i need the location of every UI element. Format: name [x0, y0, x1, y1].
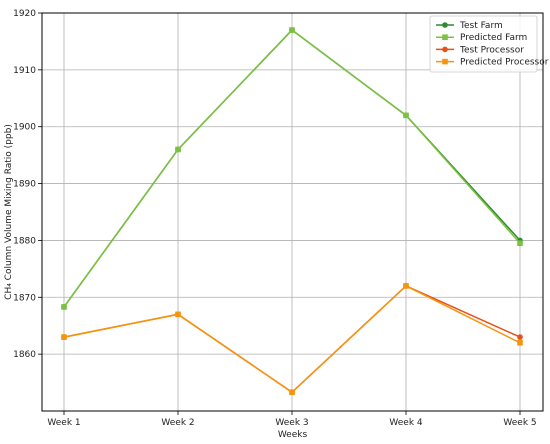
legend-label: Predicted Farm — [460, 33, 527, 43]
x-tick-label: Week 1 — [47, 418, 80, 428]
legend-label: Predicted Processor — [460, 58, 549, 68]
legend-swatch-marker — [442, 22, 448, 28]
series-predicted-processor — [61, 283, 523, 396]
data-point — [289, 389, 295, 396]
legend-box — [429, 15, 538, 73]
legend-label: Test Processor — [459, 45, 524, 55]
y-tick-label: 1900 — [13, 123, 36, 133]
y-tick-label: 1920 — [13, 9, 36, 19]
y-tick-label: 1910 — [13, 66, 36, 76]
legend-item: Predicted Processor — [436, 58, 549, 68]
data-point — [403, 112, 409, 119]
legend-swatch-marker — [442, 34, 448, 40]
x-tick-label: Week 3 — [275, 418, 308, 428]
grid — [42, 12, 543, 411]
x-axis-title: Weeks — [278, 430, 308, 440]
x-axis: Week 1 Week 2 Week 3 Week 4 Week 5 — [47, 411, 537, 428]
y-tick-label: 1870 — [13, 293, 36, 303]
x-tick-label: Week 2 — [161, 418, 194, 428]
legend: Test Farm Predicted Farm Test Processor Pre… — [429, 15, 549, 73]
legend-item: Test Farm — [436, 21, 503, 31]
legend-swatch-marker — [442, 46, 448, 53]
y-tick-label: 1890 — [13, 180, 36, 190]
series-layer — [61, 27, 523, 396]
legend-item: Test Processor — [436, 45, 524, 55]
legend-label: Test Farm — [459, 21, 503, 31]
y-tick-label: 1880 — [13, 236, 36, 246]
data-point — [517, 334, 523, 340]
y-axis-title: CH₄ Column Volume Mixing Ratio (ppb) — [4, 124, 14, 300]
y-tick-label: 1860 — [13, 350, 36, 360]
legend-item: Predicted Farm — [436, 33, 527, 43]
data-point — [175, 311, 181, 318]
y-axis: 1860 1870 1880 1890 1900 1910 1920 — [13, 9, 42, 360]
data-point — [61, 334, 67, 340]
x-tick-label: Week 5 — [503, 418, 536, 428]
series-predicted-farm — [61, 27, 523, 310]
plot-frame — [41, 12, 544, 412]
data-point — [403, 283, 409, 289]
x-tick-label: Week 4 — [389, 418, 423, 428]
data-point — [517, 339, 523, 346]
legend-swatch-marker — [442, 58, 448, 65]
data-point — [517, 240, 523, 247]
data-point — [289, 27, 295, 33]
data-point — [175, 146, 181, 153]
data-point — [61, 304, 67, 310]
